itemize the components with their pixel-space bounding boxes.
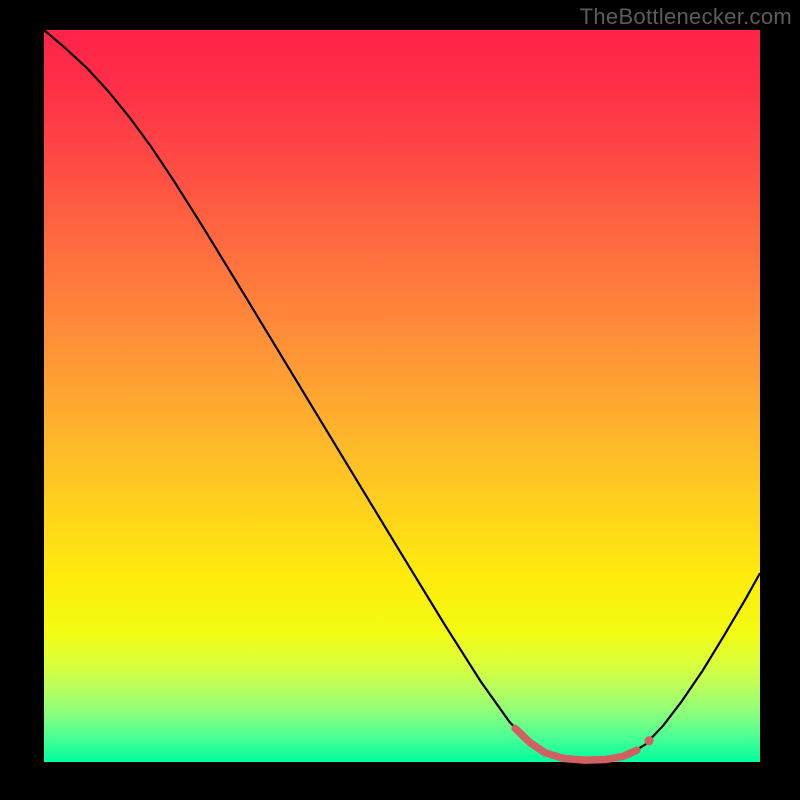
bottleneck-curve <box>0 0 800 800</box>
chart-frame: TheBottlenecker.com <box>0 0 800 800</box>
